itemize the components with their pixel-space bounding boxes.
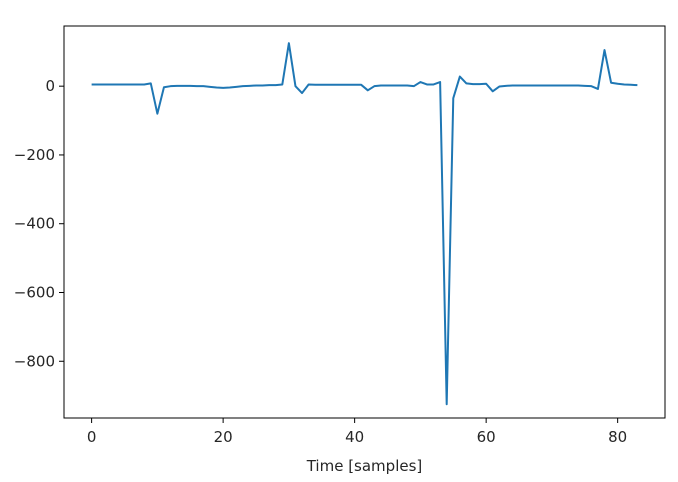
y-tick-label: 0 [45, 77, 55, 95]
series-line [91, 42, 638, 406]
plot-frame [63, 25, 666, 419]
x-tick-label: 0 [87, 428, 97, 446]
y-tick-label: −800 [14, 352, 55, 370]
x-axis-label: Time [samples] [306, 457, 423, 475]
y-tick-label: −200 [14, 146, 55, 164]
x-tick-label: 20 [214, 428, 233, 446]
y-tick-label: −600 [14, 283, 55, 301]
x-tick-label: 40 [345, 428, 364, 446]
y-axis-ticks: 0 −200 −400 −600 −800 [14, 77, 64, 370]
x-tick-label: 60 [477, 428, 496, 446]
x-tick-label: 80 [608, 428, 627, 446]
x-axis-ticks: 0 20 40 60 80 [87, 418, 627, 446]
y-tick-label: −400 [14, 215, 55, 233]
